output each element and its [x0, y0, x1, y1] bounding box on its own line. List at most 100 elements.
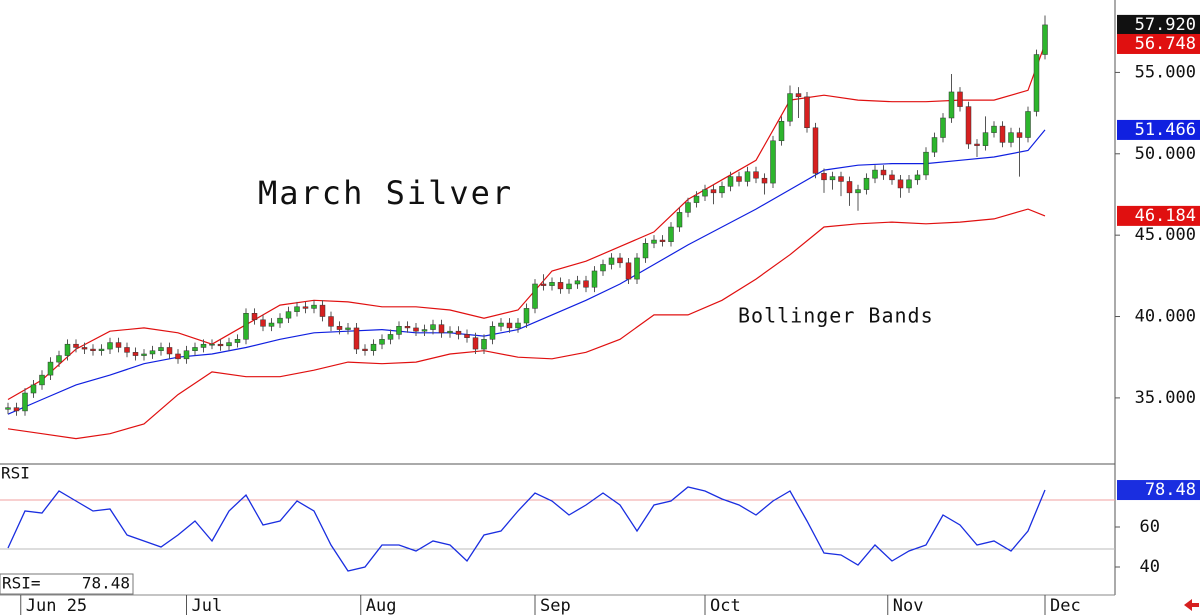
candle-body [914, 174, 921, 181]
lower-label-box [1117, 205, 1200, 226]
y-tick-label: 45.000 [1135, 225, 1196, 245]
candle-body [311, 304, 317, 309]
chart-title: March Silver [258, 174, 513, 212]
candle-body [438, 324, 445, 334]
candle-body [948, 91, 955, 119]
upper-label-box [1117, 33, 1200, 54]
close-label-box [1117, 14, 1200, 35]
candle-body [685, 202, 691, 213]
candle-body [940, 117, 946, 138]
y-tick-label: 50.000 [1135, 144, 1196, 164]
candle-body [600, 264, 606, 272]
x-tick-label: Oct [710, 596, 741, 615]
candle-body [795, 93, 802, 98]
candle-body [923, 151, 929, 176]
middle-label: 51.466 [1135, 120, 1196, 140]
candle-body [693, 195, 700, 203]
candle-body [404, 326, 411, 329]
candle-body [668, 226, 674, 242]
x-tick-label: Dec [1050, 596, 1081, 615]
candle-body [22, 392, 28, 412]
candle-body [98, 348, 105, 351]
candle-body [702, 189, 708, 197]
candle-body [1008, 132, 1014, 143]
candle-body [855, 189, 861, 194]
candle-body [770, 140, 776, 184]
candle-body [336, 326, 343, 330]
candle-body [829, 176, 836, 181]
candle-body [651, 239, 657, 244]
candle-body [260, 319, 266, 327]
candle-body [481, 339, 487, 350]
candle-body [447, 330, 453, 334]
candle-body [583, 280, 589, 288]
bollinger-middle [7, 129, 1046, 415]
candle-body [957, 91, 963, 107]
candle-body [353, 327, 360, 350]
candle-body [362, 348, 368, 351]
rsi-title: RSI [1, 464, 30, 483]
candle-body [226, 342, 232, 347]
upper-label: 56.748 [1135, 34, 1196, 54]
candle-body [328, 316, 334, 327]
candle-body [166, 347, 173, 355]
candle-body [506, 322, 513, 329]
candle-body [251, 313, 258, 321]
candle-body [175, 353, 181, 360]
candle-body [430, 324, 436, 330]
rsi-line [7, 486, 1046, 572]
candle-body [1016, 132, 1023, 138]
candle-body [719, 186, 725, 194]
candle-body [753, 171, 759, 179]
rsi-label: 78.48 [1145, 480, 1196, 500]
candle-body [107, 342, 113, 350]
candle-body [455, 330, 462, 335]
candle-body [81, 347, 88, 350]
middle-label-box [1117, 119, 1200, 140]
candle-body [608, 257, 615, 265]
candle-body [532, 283, 538, 309]
candle-body [566, 283, 572, 290]
candle-body [132, 352, 139, 356]
candle-body [744, 171, 751, 182]
candle-body [5, 407, 11, 410]
candle-body [472, 337, 479, 350]
candle-body [1042, 24, 1048, 55]
candle-body [897, 179, 904, 189]
candle-body [880, 169, 887, 176]
candle-body [268, 322, 275, 327]
candle-body [294, 306, 300, 312]
candle-body [523, 308, 530, 324]
scroll-arrow[interactable] [1184, 599, 1199, 611]
candle-body [557, 282, 564, 290]
candle-body [234, 339, 241, 343]
candle-body [778, 120, 785, 142]
candle-body [200, 343, 207, 348]
candle-body [540, 283, 547, 286]
candle-body [141, 353, 147, 356]
candle-body [302, 306, 309, 309]
candle-body [846, 181, 853, 194]
candle-body [13, 407, 20, 412]
candle-body [149, 350, 156, 355]
candle-body [863, 177, 870, 190]
candle-body [515, 322, 521, 329]
candle-body [965, 106, 972, 145]
candle-body [574, 280, 581, 285]
rsi-readout-label: RSI= [2, 574, 41, 593]
close-label: 57.920 [1135, 15, 1196, 35]
y-tick-label: 55.000 [1135, 62, 1196, 82]
candle-body [1033, 54, 1040, 112]
candle-body [617, 257, 623, 264]
candle-body [991, 125, 997, 133]
x-tick-label: Jul [192, 596, 223, 615]
candle-body [625, 262, 632, 280]
rsi-tick-label: 40 [1140, 557, 1160, 577]
x-tick-label: Sep [540, 596, 571, 615]
candle-body [676, 212, 683, 228]
candle-body [64, 343, 71, 356]
candle-body [498, 322, 504, 327]
candle-body [209, 343, 215, 346]
candle-body [277, 317, 283, 324]
